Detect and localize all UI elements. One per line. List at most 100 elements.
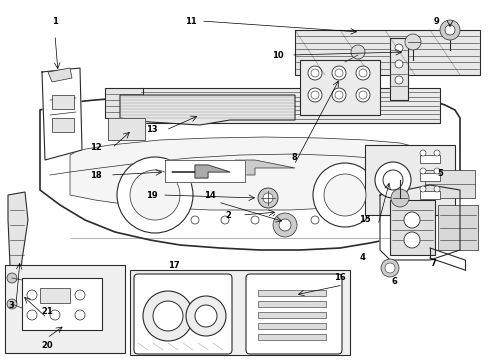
Circle shape: [355, 88, 369, 102]
Bar: [258, 290, 325, 296]
Circle shape: [142, 291, 193, 341]
Circle shape: [130, 170, 180, 220]
FancyBboxPatch shape: [245, 274, 341, 354]
Circle shape: [307, 88, 321, 102]
Polygon shape: [48, 68, 72, 82]
Polygon shape: [120, 95, 294, 125]
Circle shape: [404, 34, 420, 50]
Bar: [52, 95, 74, 109]
Circle shape: [334, 69, 342, 77]
Bar: [258, 301, 325, 307]
Circle shape: [390, 189, 408, 207]
Polygon shape: [195, 160, 294, 175]
Circle shape: [310, 69, 318, 77]
Text: 5: 5: [436, 168, 442, 177]
Circle shape: [374, 162, 410, 198]
Bar: [52, 118, 74, 132]
Circle shape: [433, 168, 439, 174]
Circle shape: [50, 310, 60, 320]
Circle shape: [444, 25, 454, 35]
Circle shape: [433, 150, 439, 156]
Polygon shape: [389, 38, 407, 100]
Circle shape: [382, 170, 402, 190]
Bar: [258, 312, 325, 318]
Circle shape: [394, 44, 402, 52]
Circle shape: [310, 91, 318, 99]
Circle shape: [263, 193, 272, 203]
Circle shape: [250, 216, 259, 224]
Bar: [424, 170, 474, 198]
Circle shape: [258, 188, 278, 208]
Text: 13: 13: [146, 126, 158, 135]
Circle shape: [117, 157, 193, 233]
Circle shape: [403, 232, 419, 248]
Polygon shape: [70, 137, 419, 210]
Text: 2: 2: [224, 211, 230, 220]
Text: 4: 4: [359, 253, 365, 262]
Circle shape: [310, 216, 318, 224]
Circle shape: [355, 66, 369, 80]
Text: 3: 3: [8, 301, 14, 310]
Bar: [22, 278, 102, 330]
Circle shape: [358, 69, 366, 77]
Text: 14: 14: [203, 190, 215, 199]
Circle shape: [27, 310, 37, 320]
Circle shape: [394, 76, 402, 84]
Circle shape: [403, 212, 419, 228]
Bar: [299, 60, 379, 115]
Circle shape: [7, 299, 17, 309]
Text: 10: 10: [272, 50, 283, 59]
Circle shape: [50, 290, 60, 300]
FancyBboxPatch shape: [134, 274, 231, 354]
Circle shape: [419, 168, 425, 174]
Circle shape: [394, 60, 402, 68]
Circle shape: [331, 66, 346, 80]
Circle shape: [334, 91, 342, 99]
Bar: [5, 265, 125, 353]
Text: 9: 9: [433, 17, 439, 26]
Text: 20: 20: [41, 342, 53, 351]
Circle shape: [324, 174, 365, 216]
Circle shape: [419, 150, 425, 156]
Circle shape: [350, 45, 364, 59]
Polygon shape: [42, 68, 82, 160]
Bar: [419, 173, 439, 181]
Text: 16: 16: [333, 274, 345, 283]
Text: 11: 11: [185, 17, 197, 26]
Circle shape: [221, 216, 228, 224]
Text: 6: 6: [390, 276, 396, 285]
Circle shape: [419, 186, 425, 192]
Circle shape: [380, 259, 398, 277]
Text: 15: 15: [358, 216, 370, 225]
Circle shape: [312, 163, 376, 227]
Bar: [294, 30, 479, 75]
Bar: [105, 88, 142, 118]
Text: 18: 18: [90, 171, 102, 180]
Bar: [419, 155, 439, 163]
Polygon shape: [40, 90, 459, 250]
Circle shape: [331, 88, 346, 102]
Circle shape: [7, 273, 17, 283]
Circle shape: [191, 216, 199, 224]
Text: 1: 1: [52, 18, 58, 27]
Bar: [40, 288, 70, 303]
Circle shape: [384, 263, 394, 273]
Circle shape: [358, 91, 366, 99]
Bar: [419, 191, 439, 199]
Text: 12: 12: [90, 144, 102, 153]
Circle shape: [272, 213, 296, 237]
Text: 7: 7: [429, 258, 435, 267]
Bar: [130, 270, 349, 355]
Polygon shape: [108, 118, 145, 140]
Circle shape: [439, 20, 459, 40]
Circle shape: [433, 186, 439, 192]
Circle shape: [27, 290, 37, 300]
Circle shape: [281, 216, 288, 224]
Circle shape: [75, 310, 85, 320]
Bar: [389, 200, 434, 255]
Bar: [364, 145, 454, 215]
Text: 21: 21: [41, 307, 53, 316]
Bar: [258, 334, 325, 340]
Polygon shape: [172, 165, 229, 178]
Circle shape: [279, 219, 290, 231]
